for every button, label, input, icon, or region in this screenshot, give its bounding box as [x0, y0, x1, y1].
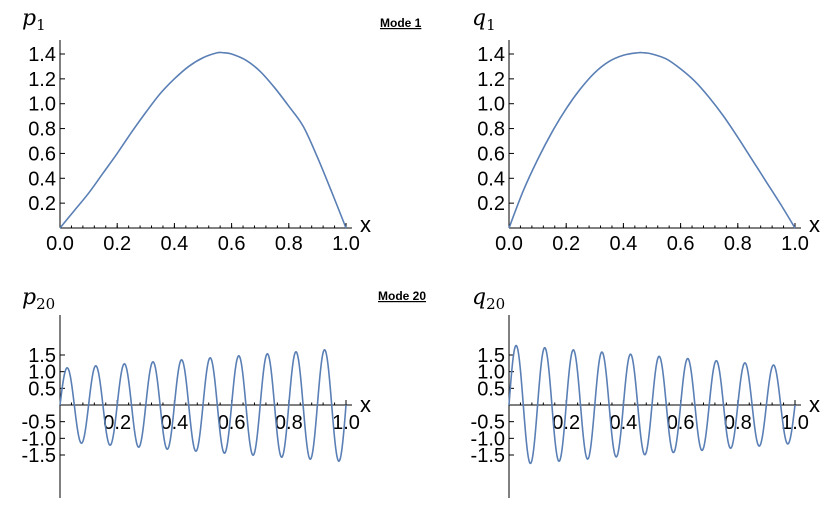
x-tick-label: 0.2 — [552, 412, 580, 434]
series-curve — [59, 348, 347, 463]
y-tick-label: -1.5 — [471, 445, 505, 467]
x-tick-label: 0.6 — [218, 412, 246, 434]
x-tick-label: 0.2 — [103, 412, 131, 434]
y-tick-label: 1.4 — [477, 44, 505, 66]
mode-1-label: Mode 1 — [380, 16, 422, 30]
y-tick-label: 1.0 — [28, 362, 56, 384]
y-tick-label: -1.0 — [22, 428, 56, 450]
x-tick-label: 1.0 — [781, 233, 809, 255]
y-tick-label: 1.0 — [477, 94, 505, 116]
x-axis-label: x — [809, 392, 820, 417]
x-tick-label: 0.8 — [724, 233, 752, 255]
panel-title-2: q1 — [472, 6, 496, 34]
x-tick-label: 0.4 — [160, 412, 188, 434]
y-tick-label: 0.5 — [28, 378, 56, 400]
x-axis-label: x — [360, 212, 371, 237]
x-tick-label: 0.4 — [609, 412, 637, 434]
y-tick-label: 1.2 — [477, 69, 505, 91]
y-tick-label: 0.4 — [477, 168, 505, 190]
x-tick-label: 0.8 — [275, 412, 303, 434]
panel-title-4: q20 — [472, 285, 505, 313]
x-tick-label: 1.0 — [332, 233, 360, 255]
mode-20-label: Mode 20 — [378, 289, 426, 303]
x-axis-label: x — [809, 212, 820, 237]
chart-panel-1: p10.0 0.2 0.4 0.6 0.8 1.00.20.40.60.81.01.21.… — [22, 6, 371, 255]
y-tick-label: 1.5 — [28, 345, 56, 367]
panel-title-3: p20 — [22, 285, 55, 313]
y-tick-label: -0.5 — [22, 412, 56, 434]
x-tick-label: 0.8 — [724, 412, 752, 434]
x-tick-label: 0.8 — [275, 233, 303, 255]
series-curve — [508, 344, 796, 465]
y-tick-label: -0.5 — [471, 412, 505, 434]
series-curve — [59, 51, 347, 229]
y-tick-label: 0.2 — [28, 193, 56, 215]
y-tick-label: 1.5 — [477, 345, 505, 367]
x-tick-label: 0.6 — [667, 412, 695, 434]
x-tick-label: 0.4 — [609, 233, 637, 255]
x-tick-label: 0.0 — [46, 233, 74, 255]
y-tick-label: 0.4 — [28, 168, 56, 190]
y-tick-label: 1.4 — [28, 44, 56, 66]
y-tick-label: -1.0 — [471, 428, 505, 450]
x-axis-label: x — [360, 392, 371, 417]
x-tick-label: 0.0 — [495, 233, 523, 255]
y-tick-label: -1.5 — [22, 445, 56, 467]
panel-title-1: p1 — [22, 6, 46, 34]
y-tick-label: 1.0 — [477, 362, 505, 384]
y-tick-label: 0.8 — [477, 119, 505, 141]
x-tick-label: 0.6 — [667, 233, 695, 255]
series-curve — [508, 51, 796, 229]
panels: p10.0 0.2 0.4 0.6 0.8 1.00.20.40.60.81.01.21.… — [22, 6, 820, 498]
y-tick-label: 0.2 — [477, 193, 505, 215]
x-tick-label: 1.0 — [781, 412, 809, 434]
x-tick-label: 1.0 — [332, 412, 360, 434]
x-tick-label: 0.4 — [160, 233, 188, 255]
x-tick-label: 0.2 — [552, 233, 580, 255]
y-tick-label: 1.2 — [28, 69, 56, 91]
x-tick-label: 0.2 — [103, 233, 131, 255]
chart-panel-2: q10.0 0.2 0.4 0.6 0.8 1.00.20.40.60.81.01.21.… — [472, 6, 820, 255]
y-tick-label: 1.0 — [28, 94, 56, 116]
x-tick-label: 0.6 — [218, 233, 246, 255]
y-tick-label: 0.5 — [477, 378, 505, 400]
y-tick-label: 0.6 — [28, 143, 56, 165]
y-tick-label: 0.6 — [477, 143, 505, 165]
y-tick-label: 0.8 — [28, 119, 56, 141]
